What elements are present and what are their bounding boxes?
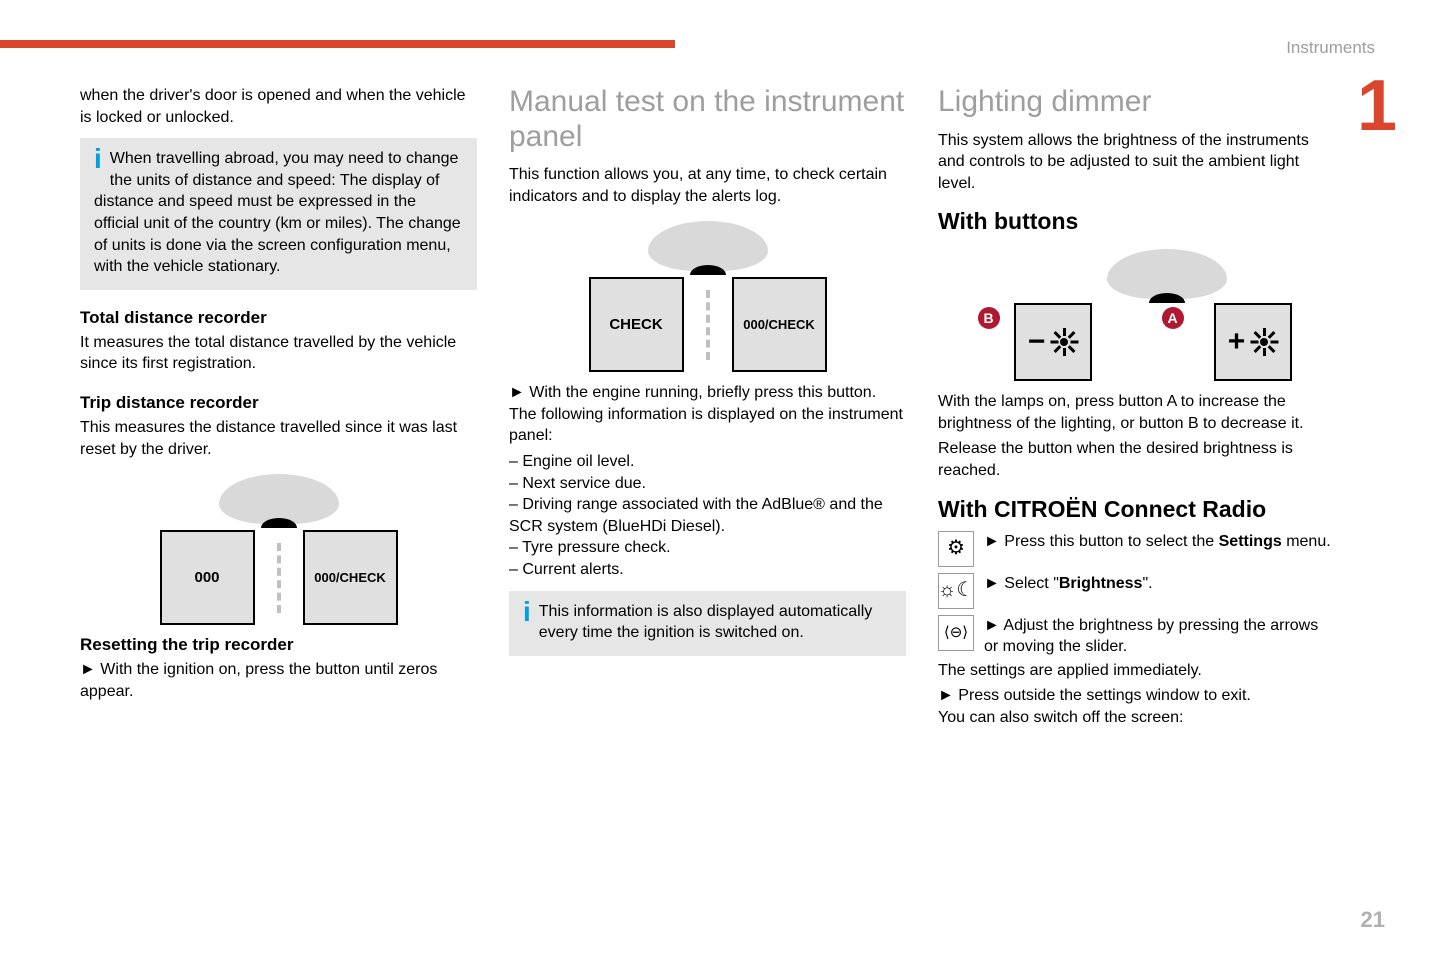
illustration-manual-test: CHECK 000/CHECK <box>509 221 906 372</box>
col2-tipbox: i This information is also displayed aut… <box>509 591 906 656</box>
info-icon: i <box>523 599 531 624</box>
slider-arrows-icon: ⟨⊖⟩ <box>938 615 974 651</box>
bullet-2: Driving range associated with the AdBlue… <box>509 494 906 537</box>
column-1: when the driver's door is opened and whe… <box>80 85 477 733</box>
text-engine-running: With the engine running, briefly press t… <box>509 382 906 404</box>
heading-with-radio: With CITROËN Connect Radio <box>938 496 1335 523</box>
text-applied: The settings are applied immediately. <box>938 660 1335 682</box>
brightness-moon-icon: ☼☾ <box>938 573 974 609</box>
heading-trip-recorder: Trip distance recorder <box>80 393 477 413</box>
divider-icon <box>706 290 710 360</box>
page-columns: when the driver's door is opened and whe… <box>80 85 1365 733</box>
bullet-3: Tyre pressure check. <box>509 537 906 559</box>
heading-with-buttons: With buttons <box>938 208 1335 235</box>
minus-icon: − <box>1028 325 1046 359</box>
col1-tip-text: When travelling abroad, you may need to … <box>94 150 461 275</box>
text-switch-off: You can also switch off the screen: <box>938 707 1335 729</box>
col1-tipbox: i When travelling abroad, you may need t… <box>80 138 477 290</box>
column-2: Manual test on the instrument panel This… <box>509 85 906 733</box>
text-press-outside: Press outside the settings window to exi… <box>938 685 1335 707</box>
radio-row-brightness: ☼☾ ► Select "Brightness". <box>938 573 1335 609</box>
radio-row-slider: ⟨⊖⟩ ► Adjust the brightness by pressing … <box>938 615 1335 658</box>
illustration-trip: 000 000/CHECK <box>80 474 477 625</box>
gear-icon: ⚙ <box>938 531 974 567</box>
radio-row-settings: ⚙ ► Press this button to select the Sett… <box>938 531 1335 567</box>
col2-tip-text: This information is also displayed autom… <box>539 603 872 642</box>
panel-button-000-check: 000/CHECK <box>303 530 398 625</box>
car-silhouette-icon <box>1107 249 1227 299</box>
sun-icon <box>1251 329 1277 355</box>
text-dimmer-buttons-2: Release the button when the desired brig… <box>938 438 1335 481</box>
heading-manual-test: Manual test on the instrument panel <box>509 85 906 154</box>
heading-lighting-dimmer: Lighting dimmer <box>938 85 1335 120</box>
page-number: 21 <box>1361 907 1385 933</box>
text-dimmer-buttons-1: With the lamps on, press button A to inc… <box>938 391 1335 434</box>
column-3: Lighting dimmer This system allows the b… <box>938 85 1365 733</box>
panel-button-check: CHECK <box>589 277 684 372</box>
illustration-dimmer: B − A + <box>938 249 1335 381</box>
heading-total-recorder: Total distance recorder <box>80 308 477 328</box>
divider-icon <box>277 543 281 613</box>
marker-a: A <box>1162 307 1184 329</box>
info-icon: i <box>94 146 102 171</box>
bullet-0: Engine oil level. <box>509 451 906 473</box>
heading-reset-trip: Resetting the trip recorder <box>80 635 477 655</box>
col1-intro: when the driver's door is opened and whe… <box>80 85 477 128</box>
text-total-recorder: It measures the total distance travelled… <box>80 332 477 375</box>
panel-button-000: 000 <box>160 530 255 625</box>
car-silhouette-icon <box>648 221 768 271</box>
car-silhouette-icon <box>219 474 339 524</box>
bullet-1: Next service due. <box>509 473 906 495</box>
text-reset-trip: With the ignition on, press the button u… <box>80 659 477 702</box>
panel-button-000-check: 000/CHECK <box>732 277 827 372</box>
text-dimmer-intro: This system allows the brightness of the… <box>938 130 1335 195</box>
sun-icon <box>1051 329 1077 355</box>
bullet-4: Current alerts. <box>509 559 906 581</box>
plus-icon: + <box>1228 325 1246 359</box>
text-following-info: The following information is displayed o… <box>509 404 906 447</box>
dimmer-decrease-button: − <box>1014 303 1092 381</box>
marker-b: B <box>978 307 1000 329</box>
text-trip-recorder: This measures the distance travelled sin… <box>80 417 477 460</box>
text-manual-test-intro: This function allows you, at any time, t… <box>509 164 906 207</box>
dimmer-increase-button: + <box>1214 303 1292 381</box>
header-label: Instruments <box>1286 38 1375 58</box>
top-red-bar <box>0 40 675 48</box>
